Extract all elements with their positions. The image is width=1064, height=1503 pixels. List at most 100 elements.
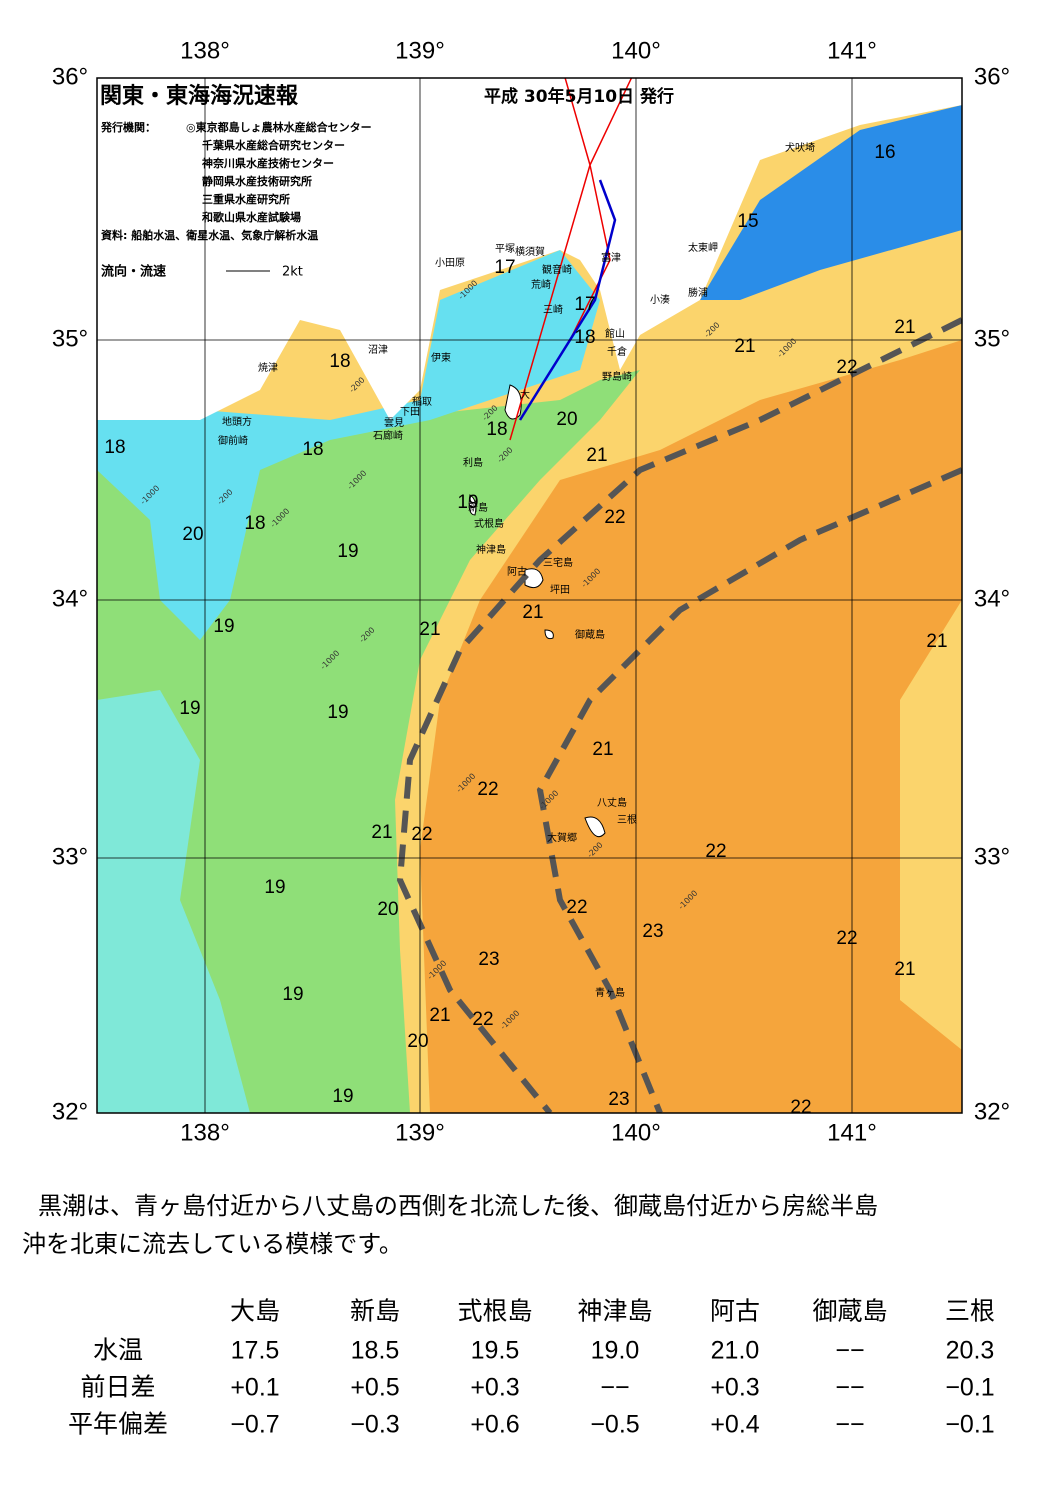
place-name: 坪田 bbox=[550, 583, 570, 596]
table-cell: +0.1 bbox=[230, 1374, 279, 1402]
isotherm-label: 19 bbox=[332, 1086, 353, 1107]
lon-label: 141° bbox=[827, 37, 877, 64]
place-name: 式根島 bbox=[474, 517, 504, 530]
isotherm-label: 19 bbox=[264, 877, 285, 898]
lat-label: 32° bbox=[974, 1098, 1010, 1125]
isotherm-label: 22 bbox=[836, 928, 857, 949]
table-header: 神津島 bbox=[577, 1298, 652, 1326]
table-cell: −0.7 bbox=[230, 1411, 279, 1439]
isotherm-label: 21 bbox=[894, 959, 915, 980]
place-name: 太東岬 bbox=[688, 241, 718, 254]
isotherm-label: 19 bbox=[213, 616, 234, 637]
issuer: 静岡県水産技術研究所 bbox=[202, 174, 312, 188]
isotherm-label: 20 bbox=[182, 524, 203, 545]
isotherm-label: 22 bbox=[411, 824, 432, 845]
table-cell: −− bbox=[835, 1374, 864, 1402]
isotherm-label: 19 bbox=[457, 492, 478, 513]
lon-label: 139° bbox=[395, 1119, 445, 1146]
row-label: 水温 bbox=[93, 1337, 143, 1365]
isotherm-label: 23 bbox=[608, 1089, 629, 1110]
isotherm-label: 21 bbox=[419, 619, 440, 640]
issuer: ◎東京都島しょ農林水産総合センター bbox=[186, 120, 372, 134]
isotherm-label: 18 bbox=[574, 327, 595, 348]
place-name: 横須賀 bbox=[515, 245, 545, 258]
place-name: 平塚 bbox=[495, 243, 515, 255]
isotherm-label: 22 bbox=[477, 779, 498, 800]
place-name: 野島崎 bbox=[602, 370, 632, 383]
table-cell: −0.3 bbox=[350, 1411, 399, 1439]
table-cell: 17.5 bbox=[231, 1337, 280, 1365]
issuer: 三重県水産研究所 bbox=[202, 192, 290, 206]
place-name: 小湊 bbox=[650, 293, 670, 306]
place-name: 三根 bbox=[617, 813, 637, 826]
lon-label: 138° bbox=[180, 1119, 230, 1146]
table-cell: −− bbox=[835, 1411, 864, 1439]
place-name: 稲取 bbox=[412, 396, 432, 408]
isotherm-label: 18 bbox=[302, 439, 323, 460]
place-name: 小田原 bbox=[435, 257, 465, 269]
place-name: 三崎 bbox=[543, 303, 563, 316]
place-name: 青ヶ島 bbox=[595, 986, 625, 999]
lon-label: 139° bbox=[395, 37, 445, 64]
table-header: 大島 bbox=[230, 1298, 280, 1326]
summary-line: 沖を北東に流去している模様です。 bbox=[22, 1230, 403, 1258]
isotherm-label: 22 bbox=[472, 1009, 493, 1030]
place-name: 神津島 bbox=[476, 543, 506, 556]
isotherm-label: 17 bbox=[494, 257, 515, 278]
source: 資料: 船舶水温、衛星水温、気象庁解析水温 bbox=[101, 228, 318, 242]
isotherm-label: 21 bbox=[734, 336, 755, 357]
lat-label: 33° bbox=[52, 843, 88, 870]
lat-label: 35° bbox=[52, 325, 88, 352]
place-name: 勝浦 bbox=[688, 286, 708, 299]
table-header: 三根 bbox=[945, 1298, 995, 1326]
lat-label: 35° bbox=[974, 325, 1010, 352]
place-name: 沼津 bbox=[368, 343, 388, 356]
isotherm-label: 18 bbox=[104, 437, 125, 458]
isotherm-label: 22 bbox=[790, 1097, 811, 1118]
table-header: 式根島 bbox=[457, 1298, 532, 1326]
isotherm-label: 19 bbox=[327, 702, 348, 723]
isotherm-label: 20 bbox=[407, 1031, 428, 1052]
place-name: 雲見 bbox=[384, 417, 404, 429]
table-cell: 19.5 bbox=[471, 1337, 520, 1365]
isotherm-label: 22 bbox=[836, 357, 857, 378]
table-header: 御蔵島 bbox=[812, 1298, 887, 1326]
lat-label: 32° bbox=[52, 1098, 88, 1125]
isotherm-label: 18 bbox=[244, 513, 265, 534]
table-cell: 20.3 bbox=[946, 1337, 995, 1365]
place-name: 千倉 bbox=[607, 345, 627, 358]
issuer: 神奈川県水産技術センター bbox=[202, 156, 334, 170]
table-cell: 21.0 bbox=[711, 1337, 760, 1365]
place-name: 三宅島 bbox=[543, 556, 573, 569]
table-cell: −0.1 bbox=[945, 1374, 994, 1402]
isotherm-label: 21 bbox=[429, 1005, 450, 1026]
isotherm-label: 17 bbox=[574, 294, 595, 315]
isotherm-label: 22 bbox=[566, 897, 587, 918]
isotherm-label: 23 bbox=[478, 949, 499, 970]
isotherm-label: 21 bbox=[371, 822, 392, 843]
place-name: 御前崎 bbox=[218, 434, 248, 447]
table-cell: −0.5 bbox=[590, 1411, 639, 1439]
lon-label: 140° bbox=[611, 1119, 661, 1146]
isotherm-label: 18 bbox=[329, 351, 350, 372]
row-label: 前日差 bbox=[80, 1374, 155, 1402]
table-cell: −− bbox=[600, 1374, 629, 1402]
table-cell: +0.6 bbox=[470, 1411, 519, 1439]
issuer-label: 発行機関： bbox=[100, 120, 156, 134]
row-label: 平年偏差 bbox=[68, 1411, 168, 1439]
lat-label: 34° bbox=[52, 585, 88, 612]
lat-label: 36° bbox=[974, 63, 1010, 90]
place-name: 館山 bbox=[605, 327, 625, 340]
isotherm-label: 21 bbox=[586, 445, 607, 466]
place-name: 八丈島 bbox=[597, 796, 627, 809]
place-name: 焼津 bbox=[258, 362, 278, 374]
lon-label: 140° bbox=[611, 37, 661, 64]
lon-label: 141° bbox=[827, 1119, 877, 1146]
place-name: 大賀郷 bbox=[547, 831, 577, 844]
isotherm-label: 21 bbox=[522, 602, 543, 623]
place-name: 御蔵島 bbox=[575, 628, 605, 641]
isotherm-label: 23 bbox=[642, 921, 663, 942]
issuer: 千葉県水産総合研究センター bbox=[202, 138, 345, 152]
